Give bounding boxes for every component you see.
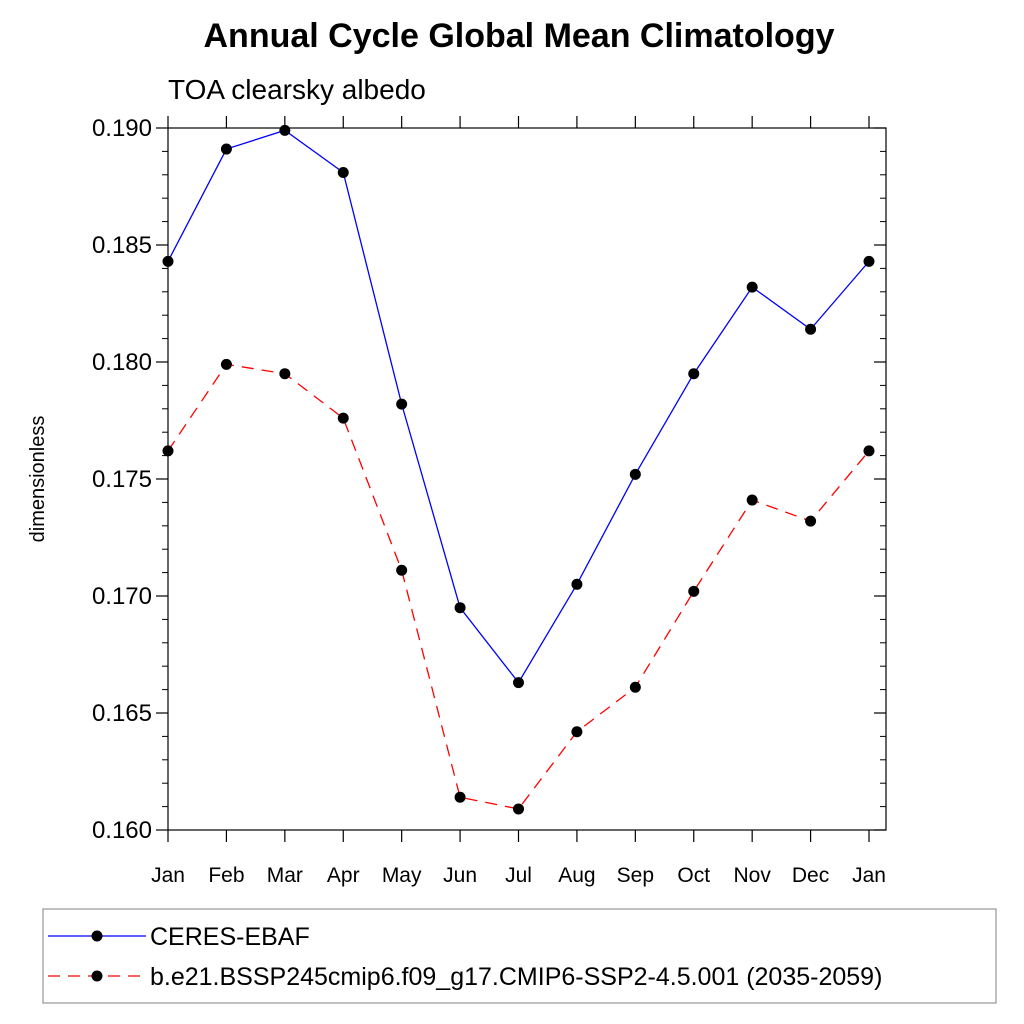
legend-label: b.e21.BSSP245cmip6.f09_g17.CMIP6-SSP2-4.…	[150, 963, 882, 991]
xtick-label: Dec	[792, 864, 829, 887]
legend-item: b.e21.BSSP245cmip6.f09_g17.CMIP6-SSP2-4.…	[48, 963, 882, 991]
data-point	[337, 412, 349, 424]
data-point	[746, 494, 758, 506]
legend-swatch-marker	[91, 930, 103, 942]
ytick-label: 0.165	[92, 700, 152, 727]
ytick-label: 0.190	[92, 115, 152, 142]
legend-label: CERES-EBAF	[150, 923, 310, 951]
data-point	[688, 585, 700, 597]
series-2	[162, 358, 875, 815]
legend-swatch-marker	[91, 970, 103, 982]
xtick-label: Oct	[677, 864, 710, 887]
ytick-label: 0.180	[92, 349, 152, 376]
xtick-label: Jan	[852, 864, 886, 887]
series-line	[167, 363, 870, 810]
data-point	[805, 515, 817, 527]
data-point	[805, 323, 817, 335]
legend: CERES-EBAF b.e21.BSSP245cmip6.f09_g17.CMI…	[42, 908, 997, 1004]
xtick-label: May	[382, 864, 422, 887]
legend-box	[42, 908, 997, 1004]
data-point	[337, 166, 349, 178]
series-layer	[162, 124, 875, 815]
xtick-label: Sep	[617, 864, 654, 887]
xtick-label: Mar	[267, 864, 303, 887]
data-point	[688, 368, 700, 380]
xtick-label: Aug	[558, 864, 595, 887]
data-point	[279, 368, 291, 380]
xtick-label: Feb	[208, 864, 244, 887]
ytick-label: 0.160	[92, 817, 152, 844]
data-point	[454, 791, 466, 803]
data-point	[220, 143, 232, 155]
xtick-label: Jan	[151, 864, 185, 887]
y-axis-label: dimensionless	[27, 416, 49, 543]
xtick-label: Nov	[733, 864, 771, 887]
data-point	[220, 358, 232, 370]
data-point	[454, 602, 466, 614]
data-point	[571, 578, 583, 590]
ytick-label: 0.175	[92, 466, 152, 493]
series-1	[162, 124, 875, 689]
chart-title: Annual Cycle Global Mean Climatology	[204, 17, 835, 55]
ytick-label: 0.185	[92, 232, 152, 259]
data-point	[279, 124, 291, 136]
data-point	[571, 726, 583, 738]
data-point	[396, 564, 408, 576]
data-point	[162, 445, 174, 457]
data-point	[746, 281, 758, 293]
data-point	[513, 803, 524, 815]
data-point	[629, 681, 641, 693]
xtick-label: Apr	[327, 864, 360, 887]
xtick-label: Jun	[443, 864, 477, 887]
xtick-label: Jul	[505, 864, 532, 887]
plot-frame	[167, 127, 887, 831]
data-point	[629, 468, 641, 480]
data-point	[513, 677, 524, 689]
data-point	[162, 255, 174, 267]
data-point	[863, 445, 875, 457]
legend-item: CERES-EBAF	[48, 923, 310, 951]
chart-subtitle: TOA clearsky albedo	[168, 74, 426, 105]
axis-ticks: 0.160 0.165 0.170 0.175 0.180 0.185 0.190 Jan Fe…	[92, 115, 886, 887]
data-point	[396, 398, 408, 410]
ytick-label: 0.170	[92, 583, 152, 610]
series-line	[167, 129, 870, 684]
data-point	[863, 255, 875, 267]
